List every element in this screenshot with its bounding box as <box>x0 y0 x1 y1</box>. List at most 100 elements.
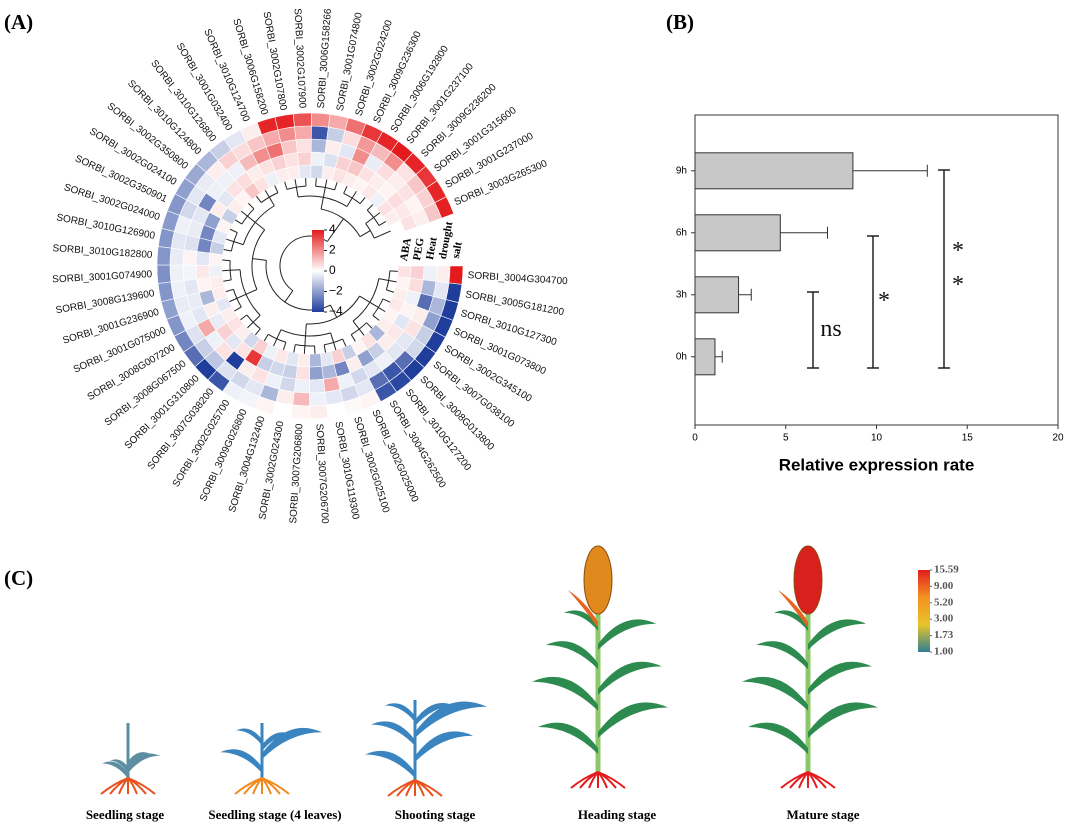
panel-label: (B) <box>666 10 694 34</box>
heatmap-cell <box>297 151 312 166</box>
dendrogram-branch <box>359 230 371 238</box>
dendrogram-branch <box>254 328 261 336</box>
heatmap-cell <box>311 112 331 128</box>
heatmap-cell <box>196 277 213 293</box>
heatmap-cell <box>435 265 451 284</box>
ring-label: salt <box>450 241 465 260</box>
x-tick-label: 15 <box>962 433 974 444</box>
dendrogram-branch <box>286 185 307 190</box>
dendrogram-branch <box>294 179 297 188</box>
gene-label: SORBI_3002G107900 <box>292 8 308 109</box>
dendrogram-branch <box>233 241 244 246</box>
dendrogram-branch <box>352 320 360 330</box>
colorbar-label: 1.00 <box>934 646 954 658</box>
error-bar <box>714 350 723 363</box>
heatmap-cell <box>195 251 211 266</box>
dendrogram-branch <box>230 269 241 271</box>
dendrogram-branch <box>241 208 255 225</box>
dendrogram-branch <box>246 314 261 330</box>
plant-leaf <box>128 753 160 773</box>
stage-label: Heading stage <box>578 807 657 822</box>
dendrogram-branch <box>359 295 371 303</box>
dendrogram-branch <box>295 344 315 347</box>
dendrogram-branch <box>305 323 307 336</box>
plant-leaf <box>236 728 262 746</box>
plant-leaf <box>774 610 808 631</box>
dendrogram-branch <box>295 187 299 198</box>
dendrogram-branch <box>365 217 374 224</box>
heatmap-cell <box>297 352 310 368</box>
dendrogram-branch <box>322 187 326 198</box>
ring-label: PEG <box>411 237 427 262</box>
dendrogram-branch <box>324 338 343 346</box>
heatmap-cell <box>309 378 326 394</box>
dendrogram-branch <box>372 315 380 321</box>
dendrogram-branch <box>223 248 232 252</box>
heatmap-cell <box>311 125 329 141</box>
dendrogram-branch <box>343 185 348 194</box>
dendrogram-branch <box>350 322 367 335</box>
gene-label: SORBI_3004G304700 <box>467 270 568 287</box>
dendrogram-branch <box>342 338 347 347</box>
dendrogram-branch <box>247 202 255 210</box>
significance-label: ns <box>820 316 842 342</box>
plant-leaf <box>748 722 808 754</box>
colorbar-label: 1.73 <box>934 629 954 641</box>
dendrogram-branch <box>346 197 353 207</box>
colorbar-label: 15.59 <box>934 564 959 576</box>
heatmap-cell <box>295 365 310 381</box>
panel-label: (C) <box>4 566 33 590</box>
dendrogram-branch <box>255 195 262 203</box>
gene-label: SORBI_3003G265300 <box>453 158 550 208</box>
dendrogram-branch <box>284 181 288 190</box>
dendrogram-branch <box>388 279 397 283</box>
significance-bracket <box>807 291 819 369</box>
plant-leaf <box>598 702 668 738</box>
panel-label: (A) <box>4 10 33 34</box>
dendrogram-branch <box>284 290 294 303</box>
heatmap-cell <box>309 404 329 420</box>
x-axis-title: Relative expression rate <box>779 455 975 474</box>
plant-leaf <box>808 702 878 738</box>
heatmap-cell <box>309 353 323 368</box>
dendrogram-branch <box>329 304 338 318</box>
bar <box>694 214 781 252</box>
dendrogram-branch <box>229 260 232 280</box>
dendrogram-branch <box>326 229 336 242</box>
bar <box>694 276 740 314</box>
dendrogram-branch <box>383 230 391 235</box>
dendrogram-branch <box>273 338 278 347</box>
dendrogram-branch <box>323 344 327 353</box>
heatmap-cell <box>321 363 338 380</box>
error-bar <box>780 226 828 239</box>
dendrogram-branch <box>359 197 366 204</box>
dendrogram-branch <box>247 215 256 223</box>
heatmap-cell <box>182 264 198 281</box>
plant-leaf <box>102 761 128 779</box>
heatmap-cell <box>310 164 324 180</box>
dendrogram-branch <box>366 204 374 211</box>
dendrogram-branch <box>315 178 317 187</box>
heatmap-cell <box>309 391 327 407</box>
dendrogram-branch <box>369 301 379 308</box>
colorbar <box>918 570 930 652</box>
significance-label: * <box>878 288 890 314</box>
y-tick-label: 6h <box>676 227 687 238</box>
gene-label: SORBI_3010G182800 <box>52 243 153 261</box>
plant-leaf <box>220 749 262 773</box>
plant-leaf <box>808 619 866 650</box>
dendrogram-branch <box>282 342 287 351</box>
dendrogram-branch <box>378 278 389 281</box>
stage-label: Seedling stage <box>86 807 165 822</box>
heatmap-cell <box>295 138 312 154</box>
heatmap-cell <box>445 282 463 304</box>
plant-leaf <box>128 752 150 768</box>
gene-label: SORBI_3007G206800 <box>288 423 305 524</box>
plant-leaf <box>262 732 292 751</box>
ring-label: Heat <box>424 236 440 261</box>
heatmap-cell <box>309 365 324 381</box>
y-tick-label: 0h <box>676 351 687 362</box>
heatmap-cell <box>434 196 455 219</box>
dendrogram-branch <box>247 321 254 329</box>
heatmap-cell <box>326 401 347 419</box>
